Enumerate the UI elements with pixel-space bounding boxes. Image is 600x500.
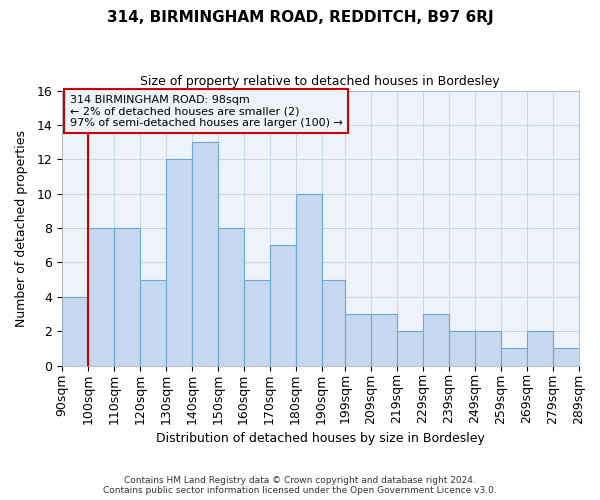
Text: Contains HM Land Registry data © Crown copyright and database right 2024.
Contai: Contains HM Land Registry data © Crown c…	[103, 476, 497, 495]
Bar	[553, 348, 578, 366]
Y-axis label: Number of detached properties: Number of detached properties	[15, 130, 28, 326]
Bar	[322, 280, 345, 366]
X-axis label: Distribution of detached houses by size in Bordesley: Distribution of detached houses by size …	[156, 432, 485, 445]
Bar	[192, 142, 218, 366]
Bar	[371, 314, 397, 366]
Title: Size of property relative to detached houses in Bordesley: Size of property relative to detached ho…	[140, 75, 500, 88]
Bar	[500, 348, 527, 366]
Bar	[397, 331, 423, 366]
Bar	[269, 245, 296, 366]
Bar	[475, 331, 500, 366]
Bar	[88, 228, 114, 366]
Text: 314 BIRMINGHAM ROAD: 98sqm
← 2% of detached houses are smaller (2)
97% of semi-d: 314 BIRMINGHAM ROAD: 98sqm ← 2% of detac…	[70, 94, 343, 128]
Bar	[527, 331, 553, 366]
Text: 314, BIRMINGHAM ROAD, REDDITCH, B97 6RJ: 314, BIRMINGHAM ROAD, REDDITCH, B97 6RJ	[107, 10, 493, 25]
Bar	[345, 314, 371, 366]
Bar	[114, 228, 140, 366]
Bar	[166, 160, 192, 366]
Bar	[244, 280, 269, 366]
Bar	[296, 194, 322, 366]
Bar	[62, 297, 88, 366]
Bar	[140, 280, 166, 366]
Bar	[423, 314, 449, 366]
Bar	[449, 331, 475, 366]
Bar	[218, 228, 244, 366]
